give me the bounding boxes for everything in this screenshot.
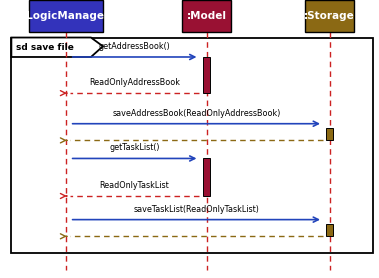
Bar	[182, 0, 231, 32]
Bar	[29, 0, 103, 32]
Text: getAddressBook(): getAddressBook()	[99, 42, 171, 51]
Text: :LogicManager: :LogicManager	[23, 11, 110, 21]
Bar	[326, 128, 333, 140]
Bar	[203, 158, 210, 196]
Text: saveTaskList(ReadOnlyTaskList): saveTaskList(ReadOnlyTaskList)	[133, 205, 259, 214]
Bar	[203, 57, 210, 93]
Text: sd save file: sd save file	[16, 43, 74, 52]
Bar	[11, 38, 373, 253]
Text: :Storage: :Storage	[304, 11, 355, 21]
Polygon shape	[11, 38, 103, 57]
Text: saveAddressBook(ReadOnlyAddressBook): saveAddressBook(ReadOnlyAddressBook)	[112, 109, 280, 118]
Text: ReadOnlyTaskList: ReadOnlyTaskList	[100, 181, 169, 190]
Text: :Model: :Model	[186, 11, 227, 21]
Bar	[305, 0, 354, 32]
Text: getTaskList(): getTaskList()	[109, 143, 160, 152]
Text: ReadOnlyAddressBook: ReadOnlyAddressBook	[89, 78, 180, 87]
Bar	[326, 224, 333, 236]
